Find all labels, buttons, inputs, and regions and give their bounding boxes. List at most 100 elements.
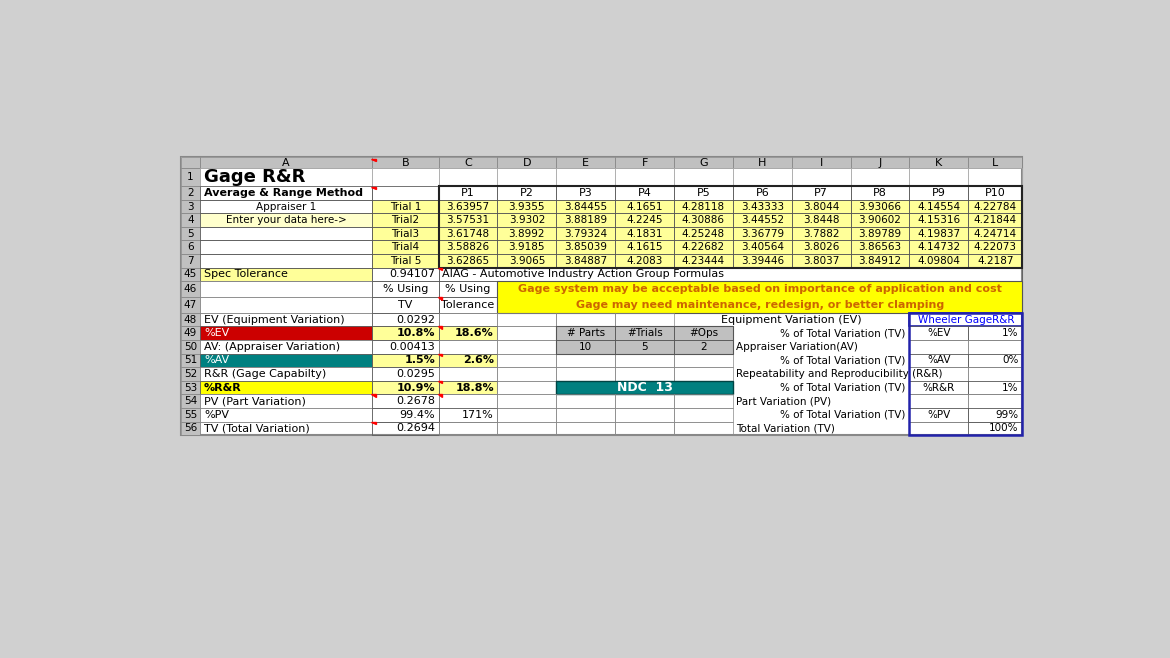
Text: J: J: [879, 158, 881, 168]
Text: 4.2083: 4.2083: [626, 256, 662, 266]
Bar: [439, 186, 497, 200]
Text: % Using: % Using: [383, 284, 428, 294]
Bar: [180, 367, 200, 381]
Bar: [674, 186, 732, 200]
Bar: [180, 422, 200, 435]
Bar: [180, 394, 200, 408]
Bar: [372, 227, 439, 240]
Bar: [909, 326, 969, 340]
Bar: [180, 408, 200, 422]
Text: %PV: %PV: [927, 410, 950, 420]
Bar: [792, 240, 851, 254]
Bar: [909, 227, 969, 240]
Text: 3.8448: 3.8448: [803, 215, 839, 225]
Text: P5: P5: [696, 188, 710, 198]
Text: Enter your data here->: Enter your data here->: [226, 215, 346, 225]
Bar: [180, 168, 200, 186]
Bar: [200, 326, 372, 340]
Bar: [615, 254, 674, 268]
Bar: [556, 394, 615, 408]
Bar: [674, 200, 732, 213]
Bar: [674, 168, 732, 186]
Bar: [200, 157, 372, 168]
Bar: [969, 213, 1023, 227]
Text: E: E: [583, 158, 590, 168]
Text: 3.90602: 3.90602: [859, 215, 901, 225]
Text: 0%: 0%: [1003, 355, 1019, 365]
Bar: [674, 227, 732, 240]
Bar: [180, 313, 200, 326]
Bar: [372, 353, 439, 367]
Bar: [909, 227, 969, 240]
Bar: [615, 168, 674, 186]
Text: TV (Total Variation): TV (Total Variation): [204, 423, 310, 434]
Bar: [851, 227, 909, 240]
Bar: [732, 240, 792, 254]
Bar: [200, 254, 372, 268]
Bar: [200, 340, 372, 353]
Bar: [969, 227, 1023, 240]
Text: 3.43333: 3.43333: [741, 201, 784, 211]
Bar: [851, 227, 909, 240]
Bar: [497, 213, 556, 227]
Bar: [372, 186, 439, 200]
Bar: [615, 213, 674, 227]
Text: % of Total Variation (TV): % of Total Variation (TV): [780, 382, 906, 393]
Text: 47: 47: [184, 300, 197, 310]
Polygon shape: [438, 353, 442, 356]
Text: 3.85039: 3.85039: [564, 242, 607, 252]
Bar: [497, 367, 556, 381]
Text: 55: 55: [184, 410, 197, 420]
Bar: [792, 157, 851, 168]
Bar: [851, 157, 909, 168]
Bar: [909, 168, 969, 186]
Bar: [497, 200, 556, 213]
Bar: [969, 367, 1023, 381]
Text: P1: P1: [461, 188, 475, 198]
Text: # Parts: # Parts: [566, 328, 605, 338]
Bar: [909, 200, 969, 213]
Text: 1.5%: 1.5%: [405, 355, 435, 365]
Bar: [497, 281, 1023, 313]
Polygon shape: [371, 394, 376, 397]
Text: Repeatability and Reproducibility (R&R): Repeatability and Reproducibility (R&R): [736, 369, 943, 379]
Text: 4.19837: 4.19837: [917, 229, 961, 239]
Bar: [372, 326, 439, 340]
Bar: [200, 353, 372, 367]
Bar: [439, 240, 497, 254]
Bar: [851, 213, 909, 227]
Bar: [439, 268, 1023, 281]
Bar: [200, 381, 372, 394]
Bar: [439, 326, 497, 340]
Bar: [180, 213, 200, 227]
Bar: [732, 213, 792, 227]
Bar: [180, 408, 200, 422]
Text: Trial 5: Trial 5: [390, 256, 421, 266]
Bar: [497, 340, 556, 353]
Bar: [969, 353, 1023, 367]
Bar: [909, 340, 969, 353]
Bar: [556, 340, 615, 353]
Bar: [200, 297, 372, 313]
Bar: [615, 200, 674, 213]
Bar: [497, 381, 556, 394]
Text: %R&R: %R&R: [204, 382, 242, 393]
Bar: [180, 297, 200, 313]
Bar: [909, 240, 969, 254]
Bar: [909, 313, 1023, 326]
Bar: [180, 326, 200, 340]
Bar: [439, 353, 497, 367]
Bar: [372, 340, 439, 353]
Text: P4: P4: [638, 188, 652, 198]
Text: 3.84455: 3.84455: [564, 201, 607, 211]
Bar: [615, 340, 674, 353]
Bar: [556, 157, 615, 168]
Text: L: L: [992, 158, 998, 168]
Bar: [439, 200, 497, 213]
Text: 3.58826: 3.58826: [447, 242, 489, 252]
Text: P7: P7: [814, 188, 828, 198]
Bar: [180, 281, 200, 297]
Text: 4.14732: 4.14732: [917, 242, 961, 252]
Bar: [372, 297, 439, 313]
Text: 3.57531: 3.57531: [447, 215, 489, 225]
